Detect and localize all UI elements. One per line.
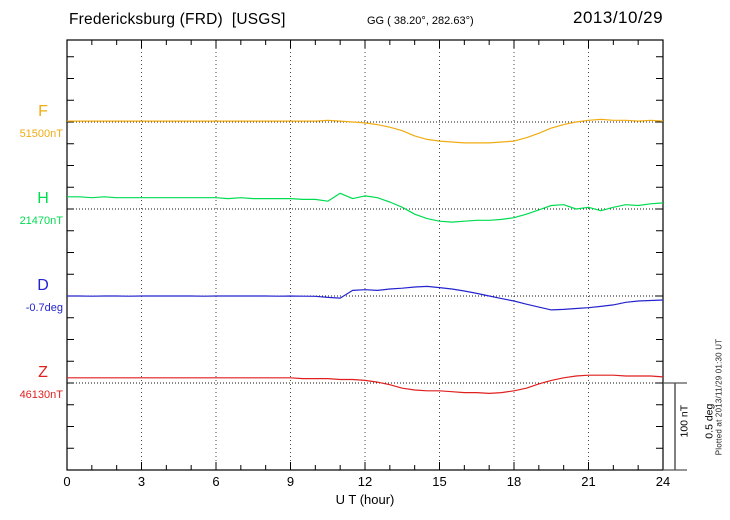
x-tick-label: 6 (212, 474, 220, 489)
channel-letter-Z: Z (38, 364, 48, 381)
x-axis-title: U T (hour) (335, 492, 395, 507)
trace-D (67, 285, 664, 311)
x-tick-label: 24 (655, 474, 671, 489)
channel-letter-D: D (37, 277, 49, 294)
scale-nt-label: 100 nT (678, 404, 691, 438)
x-tick-label: 12 (357, 474, 373, 489)
trace-Z (67, 374, 664, 394)
scale-deg-label: 0.5 deg (703, 403, 716, 439)
geographic-coords: GG ( 38.20°, 282.63°) (367, 15, 474, 27)
x-tick-label: 0 (63, 474, 71, 489)
trace-F (67, 118, 664, 144)
x-tick-label: 21 (581, 474, 596, 489)
channel-letter-H: H (37, 190, 49, 207)
channel-baseline-F: 51500nT (19, 128, 63, 140)
channel-baseline-H: 21470nT (19, 215, 63, 227)
channel-letter-F: F (38, 103, 48, 120)
x-tick-label: 18 (506, 474, 522, 489)
x-tick-label: 15 (432, 474, 447, 489)
plotted-at-note: Plotted at 2013/11/29 01:30 UT (714, 338, 724, 456)
x-tick-label: 3 (137, 474, 146, 489)
station-title: Fredericksburg (FRD) [USGS] (69, 11, 286, 28)
channel-baseline-Z: 46130nT (19, 389, 63, 401)
plot-date: 2013/10/29 (573, 8, 664, 27)
channel-baseline-D: -0.7deg (25, 302, 63, 314)
trace-H (67, 192, 664, 223)
x-tick-label: 9 (286, 474, 295, 489)
